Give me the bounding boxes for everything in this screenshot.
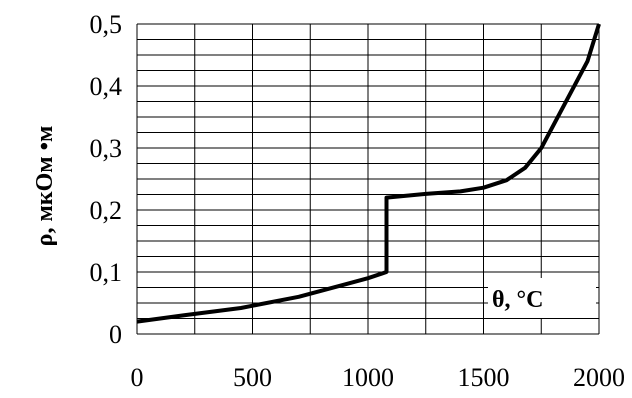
- x-tick-labels: 0 500 1000 1500 2000: [131, 363, 626, 392]
- x-tick-label: 1000: [342, 363, 394, 392]
- y-tick-label: 0,3: [90, 134, 123, 163]
- x-tick-label: 1500: [458, 363, 510, 392]
- y-tick-label: 0,1: [90, 258, 123, 287]
- y-tick-label: 0,5: [90, 10, 123, 39]
- series-line: [136, 23, 601, 324]
- y-tick-label: 0,2: [90, 196, 123, 225]
- y-tick-label: 0: [109, 320, 122, 349]
- x-tick-label: 2000: [573, 363, 625, 392]
- y-axis-label: ρ, мкОм •м: [32, 126, 58, 247]
- y-tick-label: 0,4: [90, 72, 123, 101]
- x-axis-label-background: [488, 278, 596, 318]
- y-tick-labels: 0 0,1 0,2 0,3 0,4 0,5: [90, 10, 123, 349]
- x-axis-label: θ, °C: [492, 287, 543, 313]
- x-tick-label: 0: [131, 363, 144, 392]
- x-tick-label: 500: [233, 363, 272, 392]
